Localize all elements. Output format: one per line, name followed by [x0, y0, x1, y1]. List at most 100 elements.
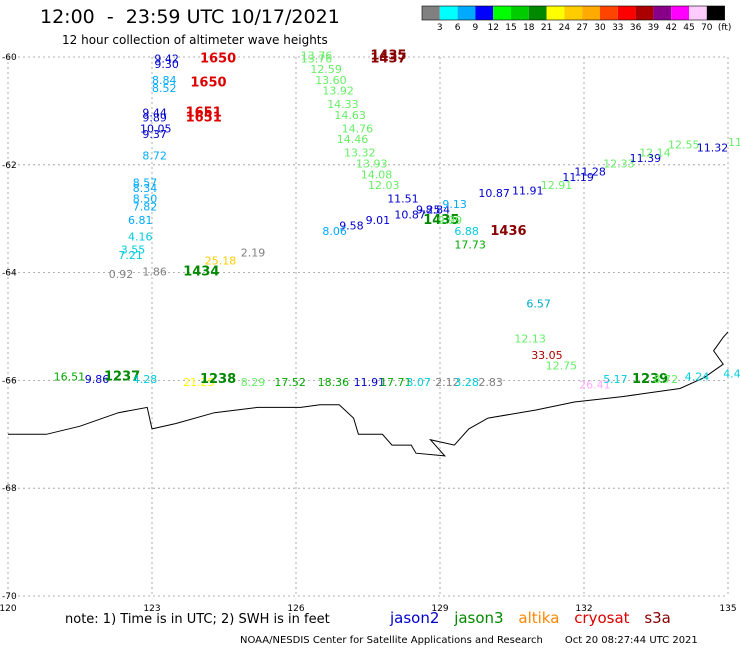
- chart-subtitle: 12 hour collection of altimeter wave hei…: [62, 33, 328, 47]
- sat-jason3: jason3: [454, 609, 504, 627]
- x-tick-label: 120: [0, 604, 17, 614]
- coastline-path: [8, 331, 729, 457]
- scale-swatch: [457, 6, 476, 20]
- wave-height-label: 9.30: [154, 58, 179, 71]
- x-tick-label: 123: [143, 604, 160, 614]
- wave-height-label: 13.76: [301, 50, 333, 63]
- pass-time-label: 1651: [186, 111, 222, 126]
- wave-height-label: 6.81: [128, 214, 153, 227]
- y-tick-label: -62: [2, 161, 17, 171]
- x-tick-label: 129: [431, 604, 448, 614]
- scale-swatch: [493, 6, 511, 20]
- x-tick-label: 126: [287, 604, 304, 614]
- wave-height-label: 8.84: [426, 203, 451, 216]
- scale-label: 12: [487, 23, 498, 33]
- scale-swatch: [528, 6, 547, 20]
- wave-height-label: 11.28: [574, 166, 606, 179]
- wave-height-label: 10.87: [394, 209, 426, 222]
- wave-height-label: 12.59: [310, 63, 342, 76]
- wave-height-label: 25.18: [205, 255, 237, 268]
- scale-swatch: [582, 6, 600, 20]
- wave-height-label: 33.05: [531, 349, 563, 362]
- wave-height-label: 9.86: [85, 373, 110, 386]
- wave-height-label: 12.33: [603, 157, 635, 170]
- scale-swatch: [689, 6, 707, 20]
- wave-height-label: 10.05: [140, 122, 172, 135]
- wave-height-label: 8.52: [152, 82, 177, 95]
- y-tick-label: -60: [2, 53, 17, 63]
- pass-time-label: 1436: [490, 224, 526, 239]
- wave-height-label: 18.36: [318, 376, 350, 389]
- sat-s3a: s3a: [644, 609, 671, 627]
- scale-label: 24: [559, 23, 571, 33]
- pass-time-label: 1650: [200, 51, 236, 66]
- wave-height-label: 13.32: [344, 147, 376, 160]
- x-tick-label: 132: [575, 604, 592, 614]
- wave-height-label: 12.91: [541, 179, 573, 192]
- wave-height-label: 13.60: [315, 74, 347, 87]
- wave-height-label: 12.75: [546, 360, 578, 373]
- scale-label: 36: [630, 23, 642, 33]
- scale-label: 15: [505, 23, 516, 33]
- credit-line: NOAA/NESDIS Center for Satellite Applica…: [240, 635, 698, 646]
- sat-cryosat: cryosat: [574, 609, 630, 627]
- wave-height-label: 8.50: [133, 193, 158, 206]
- wave-height-label: 9.42: [154, 52, 179, 65]
- wave-height-label: 16.51: [54, 370, 86, 383]
- wave-height-label: 9.01: [366, 214, 391, 227]
- scale-swatch: [511, 6, 529, 20]
- wave-height-label: 8.06: [322, 225, 347, 238]
- wave-height-label: 1.86: [142, 265, 167, 278]
- wave-height-label: 12.55: [668, 139, 700, 152]
- wave-height-label: 4.28: [133, 373, 158, 386]
- wave-height-label: 11.91: [512, 184, 544, 197]
- wave-height-label: 7.82: [133, 201, 158, 214]
- wave-height-label: 17.73: [454, 238, 486, 251]
- pass-time-label: 1651: [186, 105, 222, 120]
- pass-time-label: 1437: [370, 51, 406, 66]
- wave-height-label: 11.32: [697, 141, 729, 154]
- wave-height-label: 13.92: [322, 85, 354, 98]
- scale-swatch: [653, 6, 672, 20]
- scale-label: 42: [665, 23, 676, 33]
- wave-height-label: 11.91: [354, 376, 386, 389]
- wave-height-label: 9.37: [142, 128, 167, 141]
- scale-swatch: [475, 6, 494, 20]
- wave-height-label: 8.29: [241, 376, 265, 389]
- wave-height-label: 8.34: [133, 182, 158, 195]
- scale-swatch: [617, 6, 636, 20]
- wave-height-label: 3.28: [454, 376, 479, 389]
- satellite-legend: jason2 jason3 altika cryosat s3a: [390, 609, 681, 627]
- wave-height-label: 5.17: [603, 373, 628, 386]
- wave-height-label: 6.88: [454, 225, 479, 238]
- scale-label: 18: [523, 23, 535, 33]
- scale-label: 9: [473, 23, 479, 33]
- wave-height-label: 7.21: [118, 249, 142, 262]
- credit-text: NOAA/NESDIS Center for Satellite Applica…: [240, 635, 543, 646]
- wave-height-label: 2.83: [478, 376, 503, 389]
- wave-height-label: 3.07: [406, 376, 431, 389]
- wave-height-label: 12.03: [368, 179, 400, 192]
- scale-swatch: [439, 6, 458, 20]
- y-tick-label: -66: [2, 376, 17, 386]
- scale-label: 33: [612, 23, 623, 33]
- wave-height-label: 11.39: [630, 152, 662, 165]
- graticule-grid: [7, 56, 729, 597]
- wave-height-label: 11.51: [387, 193, 419, 206]
- pass-time-label: 1650: [190, 76, 226, 91]
- wave-height-label: 0.92: [109, 268, 134, 281]
- scale-swatch: [671, 6, 689, 20]
- scale-label: 70: [701, 23, 713, 33]
- wave-height-label: 14.46: [337, 133, 369, 146]
- pass-time-label: 1239: [632, 372, 668, 387]
- scale-label: 45: [683, 23, 694, 33]
- pass-time-label: 1434: [183, 264, 219, 279]
- wave-height-label: 2.19: [241, 246, 265, 259]
- scale-label: 27: [576, 23, 587, 33]
- pass-time-label: 1238: [200, 372, 236, 387]
- wave-height-label: 6.57: [526, 298, 551, 311]
- scale-swatch: [422, 6, 440, 20]
- wave-height-label: 10.87: [478, 187, 510, 200]
- y-tick-label: -68: [2, 484, 17, 494]
- wave-height-label: 8.84: [152, 74, 177, 87]
